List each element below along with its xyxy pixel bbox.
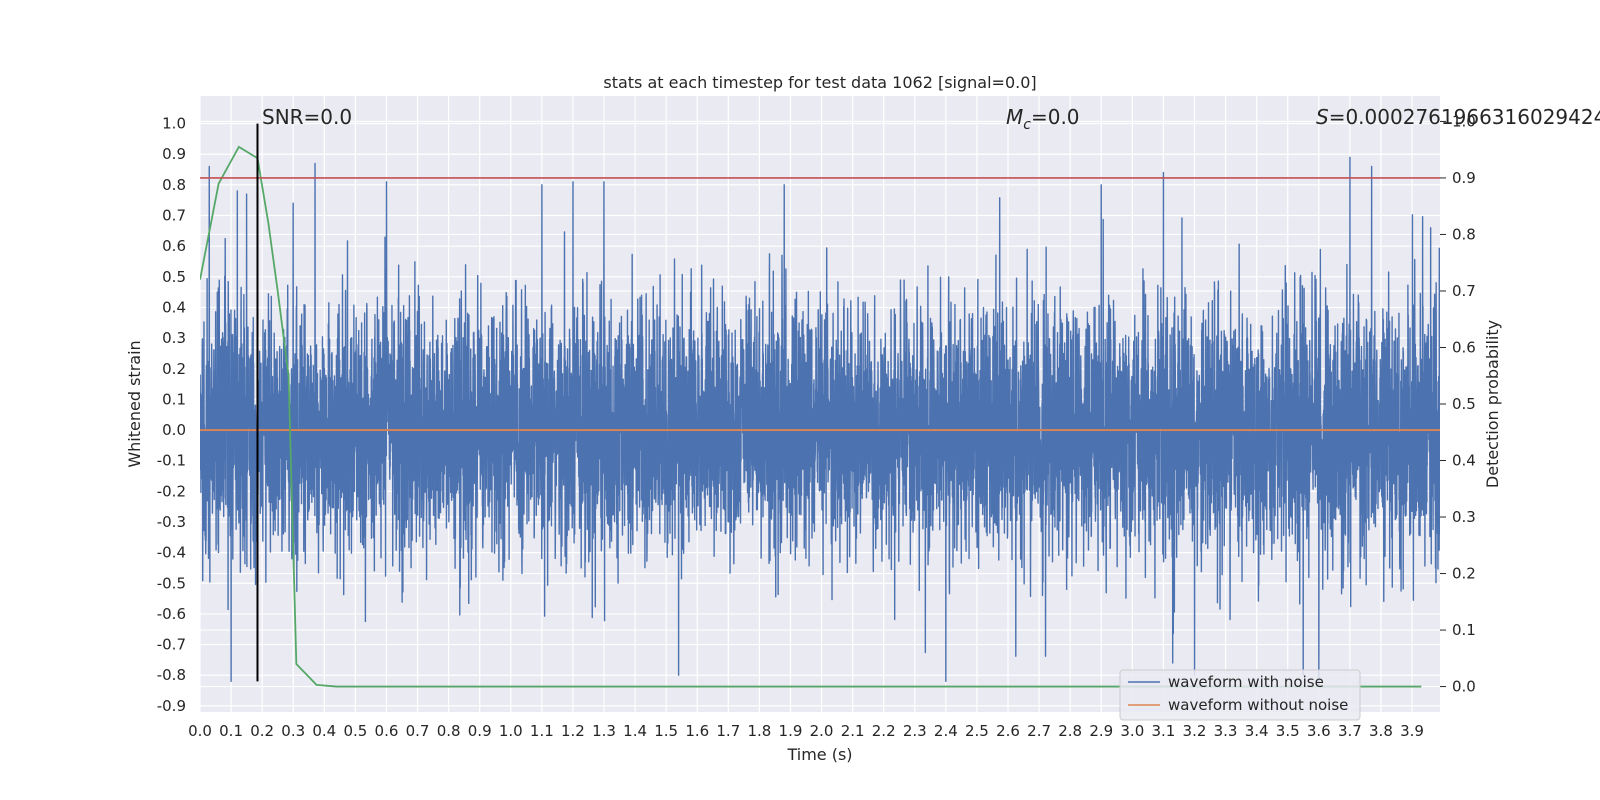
y-tick-label: 0.0 bbox=[162, 421, 186, 439]
y-tick-label: -0.5 bbox=[157, 574, 186, 592]
x-tick-label: 0.6 bbox=[375, 722, 399, 740]
legend-label-clean: waveform without noise bbox=[1168, 696, 1348, 714]
chirp-mass-subscript: c bbox=[1023, 117, 1031, 133]
y2-tick-label: 0.8 bbox=[1452, 225, 1476, 243]
y2-tick-label: 0.6 bbox=[1452, 338, 1476, 356]
y-tick-label: 0.9 bbox=[162, 145, 186, 163]
x-tick-label: 0.4 bbox=[312, 722, 336, 740]
x-tick-label: 2.7 bbox=[1027, 722, 1051, 740]
x-tick-label: 1.5 bbox=[654, 722, 678, 740]
x-tick-label: 3.8 bbox=[1369, 722, 1393, 740]
x-tick-label: 0.7 bbox=[406, 722, 430, 740]
y-tick-labels: 1.0 0.9 0.8 0.7 0.6 0.5 0.4 0.3 0.2 0.1 0.0 -0.1 -0.… bbox=[157, 115, 186, 715]
x-tick-label: 3.5 bbox=[1276, 722, 1300, 740]
y-tick-label: 0.2 bbox=[162, 360, 186, 378]
x-tick-label: 2.0 bbox=[810, 722, 834, 740]
x-tick-label: 3.0 bbox=[1120, 722, 1144, 740]
y-tick-label: 0.1 bbox=[162, 390, 186, 408]
y-tick-label: -0.6 bbox=[157, 605, 186, 623]
x-axis-label: Time (s) bbox=[786, 745, 852, 764]
x-tick-label: 3.2 bbox=[1183, 722, 1207, 740]
x-tick-label: 2.4 bbox=[934, 722, 958, 740]
x-tick-label: 1.8 bbox=[747, 722, 771, 740]
y-tick-label: -0.1 bbox=[157, 452, 186, 470]
s-symbol: S bbox=[1316, 105, 1329, 129]
y-tick-label: -0.2 bbox=[157, 482, 186, 500]
y-tick-label: -0.4 bbox=[157, 544, 186, 562]
x-tick-label: 1.2 bbox=[561, 722, 585, 740]
x-tick-label: 0.8 bbox=[437, 722, 461, 740]
chirp-mass-annotation: Mc=0.0 bbox=[1006, 105, 1080, 133]
chirp-mass-symbol: M bbox=[1006, 105, 1023, 129]
series-detection-probability bbox=[200, 145, 1422, 688]
x-tick-label: 0.3 bbox=[281, 722, 305, 740]
x-tick-label: 2.9 bbox=[1089, 722, 1113, 740]
series-layer bbox=[200, 145, 1440, 688]
y-axis-label: Whitened strain bbox=[125, 340, 144, 467]
x-tick-label: 3.9 bbox=[1400, 722, 1424, 740]
s-annotation: S=0.00027619663160294247 bbox=[1316, 105, 1600, 129]
y2-tick-label: 0.2 bbox=[1452, 565, 1476, 583]
y-tick-label: 0.4 bbox=[162, 298, 186, 316]
y2-tick-label: 0.9 bbox=[1452, 169, 1476, 187]
y-tick-label: -0.3 bbox=[157, 513, 186, 531]
y2-tick-label: 0.0 bbox=[1452, 678, 1476, 696]
reference-lines bbox=[200, 123, 1440, 682]
chart-title: stats at each timestep for test data 106… bbox=[603, 73, 1036, 92]
legend: waveform with noise waveform without noi… bbox=[1119, 669, 1361, 721]
x-tick-label: 1.6 bbox=[685, 722, 709, 740]
s-value: =0.00027619663160294247 bbox=[1329, 105, 1600, 129]
chirp-mass-value: =0.0 bbox=[1031, 105, 1080, 129]
x-tick-label: 1.9 bbox=[779, 722, 803, 740]
y2-tick-labels: 1.0 0.9 0.8 0.7 0.6 0.5 0.4 0.3 0.2 0.1 0.0 bbox=[1440, 112, 1476, 696]
x-tick-label: 1.0 bbox=[499, 722, 523, 740]
x-tick-label: 0.9 bbox=[468, 722, 492, 740]
x-tick-label: 3.4 bbox=[1245, 722, 1269, 740]
x-tick-label: 2.8 bbox=[1058, 722, 1082, 740]
y-tick-label: 1.0 bbox=[162, 115, 186, 133]
y2-tick-label: 0.7 bbox=[1452, 282, 1476, 300]
legend-label-noise: waveform with noise bbox=[1168, 673, 1324, 691]
y2-tick-label: 0.5 bbox=[1452, 395, 1476, 413]
y2-axis-label: Detection probability bbox=[1483, 320, 1502, 488]
x-tick-label: 0.0 bbox=[188, 722, 212, 740]
y-tick-label: -0.9 bbox=[157, 697, 186, 715]
y2-tick-label: 1.0 bbox=[1452, 112, 1476, 130]
legend-box bbox=[1119, 669, 1361, 721]
series-waveform-with-noise bbox=[200, 156, 1440, 686]
x-tick-label: 1.1 bbox=[530, 722, 554, 740]
x-tick-label: 3.6 bbox=[1307, 722, 1331, 740]
x-tick-label: 0.5 bbox=[343, 722, 367, 740]
y-tick-label: 0.3 bbox=[162, 329, 186, 347]
x-tick-label: 2.2 bbox=[872, 722, 896, 740]
x-tick-labels: 0.0 0.1 0.2 0.3 0.4 0.5 0.6 0.7 0.8 0.9 1.0 1.1 1.2 1… bbox=[188, 722, 1424, 740]
y-tick-label: 0.6 bbox=[162, 237, 186, 255]
y-tick-label: 0.8 bbox=[162, 176, 186, 194]
y2-tick-label: 0.3 bbox=[1452, 508, 1476, 526]
x-tick-label: 1.4 bbox=[623, 722, 647, 740]
x-tick-label: 1.3 bbox=[592, 722, 616, 740]
x-tick-label: 2.5 bbox=[965, 722, 989, 740]
y2-tick-label: 0.1 bbox=[1452, 621, 1476, 639]
x-tick-label: 3.1 bbox=[1151, 722, 1175, 740]
x-tick-label: 1.7 bbox=[716, 722, 740, 740]
x-tick-label: 2.3 bbox=[903, 722, 927, 740]
x-tick-label: 2.1 bbox=[841, 722, 865, 740]
y-tick-label: 0.7 bbox=[162, 207, 186, 225]
y-tick-label: 0.5 bbox=[162, 268, 186, 286]
y2-tick-label: 0.4 bbox=[1452, 452, 1476, 470]
x-tick-label: 0.2 bbox=[250, 722, 274, 740]
x-tick-label: 3.7 bbox=[1338, 722, 1362, 740]
y-tick-label: -0.7 bbox=[157, 636, 186, 654]
x-tick-label: 2.6 bbox=[996, 722, 1020, 740]
x-tick-label: 0.1 bbox=[219, 722, 243, 740]
x-tick-label: 3.3 bbox=[1214, 722, 1238, 740]
y-tick-label: -0.8 bbox=[157, 666, 186, 684]
snr-annotation: SNR=0.0 bbox=[262, 105, 352, 129]
